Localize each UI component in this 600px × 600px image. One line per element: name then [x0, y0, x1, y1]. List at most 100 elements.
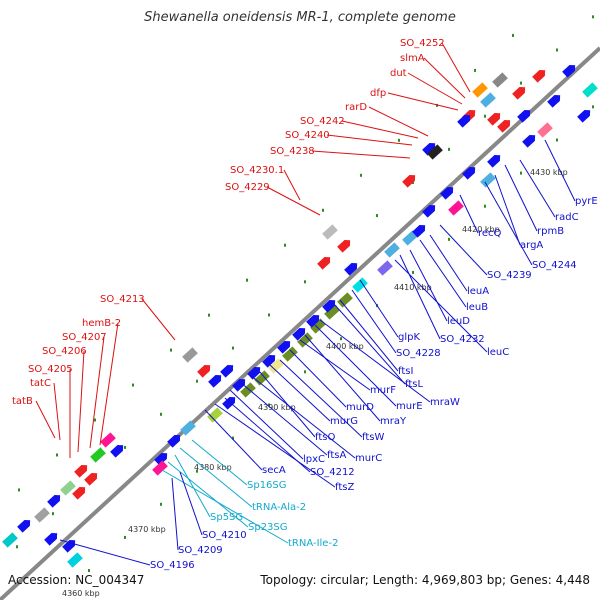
gc-dot [56, 453, 58, 457]
gene-label-bottom: SO_4239 [487, 270, 532, 281]
gene-arrow [47, 495, 61, 508]
gene-block [268, 358, 284, 374]
gc-dot [52, 512, 54, 516]
gene-arrow [422, 143, 436, 156]
gene-block [240, 382, 256, 398]
leader-line [314, 324, 397, 407]
gene-arrow [457, 115, 471, 128]
gene-arrow [422, 205, 436, 218]
leader-line [368, 106, 429, 137]
gene-arrow [292, 328, 306, 341]
gene-arrow [154, 453, 168, 466]
gene-arrow [247, 367, 261, 380]
gc-dot [448, 237, 450, 241]
gene-arrow [547, 95, 561, 108]
leader-line [35, 400, 56, 439]
gc-dot [284, 243, 286, 247]
leader-line [161, 469, 289, 544]
gene-label-top: SO_4229 [225, 182, 270, 193]
gene-label-bottom: leuD [447, 316, 470, 327]
gc-dot [360, 173, 362, 177]
gene-label-top: tatB [12, 396, 33, 407]
gene-arrow [487, 155, 501, 168]
gene-label-top: SO_4207 [62, 332, 107, 343]
leader-line [387, 92, 459, 111]
gc-dot [124, 445, 126, 449]
gene-label-bottom: mraY [380, 416, 407, 427]
gene-block [402, 230, 418, 246]
gc-dot [592, 105, 594, 109]
map-title: Shewanella oneidensis MR-1, complete gen… [144, 10, 456, 25]
gene-arrow [337, 240, 351, 253]
leader-line [423, 57, 466, 99]
gene-block [282, 346, 298, 362]
gene-arrow [84, 473, 98, 486]
gene-label-bottom: SO_4210 [202, 530, 247, 541]
leader-line [459, 194, 479, 234]
gene-block [582, 82, 598, 98]
gene-label-bottom: ftsW [362, 432, 384, 443]
gc-dot [208, 313, 210, 317]
gene-block [100, 432, 116, 448]
gene-arrow [277, 341, 291, 354]
gene-label-top: tatC [30, 378, 51, 389]
gene-block [337, 292, 353, 308]
leader-line [204, 409, 263, 471]
leader-line [167, 461, 249, 528]
accession-text: Accession: NC_004347 [8, 573, 145, 587]
gc-dot [304, 280, 306, 284]
gene-block [207, 407, 223, 423]
gc-dot [556, 48, 558, 52]
gc-dot [94, 418, 96, 422]
gc-dot [474, 68, 476, 72]
gene-block [310, 318, 326, 334]
gene-arrow [577, 110, 591, 123]
gene-arrow [232, 379, 246, 392]
leader-line [53, 382, 61, 441]
gene-label-bottom: murG [330, 416, 358, 427]
gene-label-top: dut [390, 68, 407, 79]
gene-block [2, 532, 18, 548]
gene-label-bottom: argA [520, 240, 543, 251]
gene-arrow [532, 70, 546, 83]
gene-arrow [197, 365, 211, 378]
gene-arrow [517, 110, 531, 123]
gene-label-bottom: Sp5SG [210, 512, 243, 523]
tick-label: 4370 kbp [128, 525, 166, 534]
gc-dot [512, 33, 514, 37]
gene-arrow [74, 465, 88, 478]
leader-line [341, 120, 419, 139]
gene-label-top: SO_4252 [400, 38, 445, 49]
gene-label-bottom: ftsA [327, 450, 346, 461]
gc-dot [16, 545, 18, 549]
gene-block [297, 332, 313, 348]
gc-dot [196, 379, 198, 383]
gc-dot [268, 313, 270, 317]
gene-block [34, 507, 50, 523]
leader-line [279, 359, 363, 438]
gc-dot [160, 412, 162, 416]
leader-line [544, 139, 576, 202]
gene-label-top: SO_4240 [285, 130, 330, 141]
leader-line [311, 150, 411, 159]
leader-line [407, 72, 463, 105]
gene-label-bottom: SO_4244 [532, 260, 577, 271]
gc-dot [520, 81, 522, 85]
leader-line [326, 134, 413, 146]
gene-label-bottom: pyrE [575, 196, 598, 207]
gc-dot [340, 337, 342, 341]
gc-dot [592, 15, 594, 19]
gene-features [2, 15, 598, 573]
gene-block [180, 420, 196, 436]
gene-block [480, 92, 496, 108]
leader-line [304, 334, 381, 422]
gc-dot [448, 147, 450, 151]
gc-dot [484, 204, 486, 208]
tick-label: 4420 kbp [462, 225, 500, 234]
leader-line [266, 186, 321, 216]
gene-label-bottom: leuC [487, 347, 509, 358]
gc-dot [88, 569, 90, 573]
leader-line [59, 539, 151, 566]
leader-line [394, 259, 488, 353]
